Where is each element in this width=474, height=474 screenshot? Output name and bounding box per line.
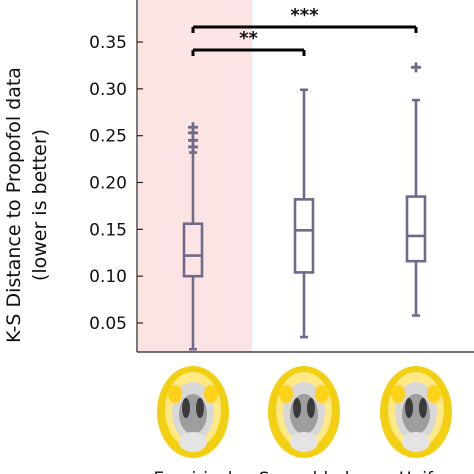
y-ticks: 0.05 0.10 0.15 0.20 0.25 0.30 0.35	[89, 33, 143, 334]
box-empirical	[182, 122, 204, 351]
category-label: Scrambled	[259, 469, 350, 474]
highlight-region	[138, 0, 252, 352]
outlier-point	[411, 62, 421, 73]
y-tick-label: 0.30	[89, 80, 127, 100]
y-tick-label: 0.15	[89, 220, 127, 240]
y-tick-label: 0.05	[89, 314, 127, 334]
box-scrambled	[293, 88, 315, 339]
iqr-box	[405, 195, 427, 263]
iqr-box	[293, 198, 315, 274]
significance-bracket: **	[191, 28, 306, 56]
brain-thumbnails	[157, 366, 452, 458]
boxes	[182, 62, 427, 351]
iqr-box	[182, 222, 204, 278]
brain-map-empirical	[157, 366, 229, 458]
y-axis	[136, 0, 474, 353]
significance-bracket: ***	[191, 5, 418, 33]
y-tick-label: 0.35	[89, 33, 127, 53]
y-axis-sublabel: (lower is better)	[29, 129, 51, 281]
box-uniform	[405, 62, 427, 317]
brain-map-scrambled	[268, 366, 340, 458]
category-label: Unif	[399, 469, 434, 474]
brain-map-uniform	[380, 366, 452, 458]
y-tick-label: 0.25	[89, 127, 127, 147]
significance-brackets: *****	[191, 5, 418, 56]
significance-label: **	[239, 28, 258, 49]
y-tick-label: 0.10	[89, 267, 127, 287]
significance-label: ***	[290, 5, 319, 26]
y-tick-label: 0.20	[89, 174, 127, 194]
outlier-point	[188, 122, 198, 133]
y-axis-label: K-S Distance to Propofol data	[3, 67, 25, 343]
category-label: Empirical	[153, 469, 232, 474]
category-labels: Empirical Scrambled Unif	[153, 469, 433, 474]
